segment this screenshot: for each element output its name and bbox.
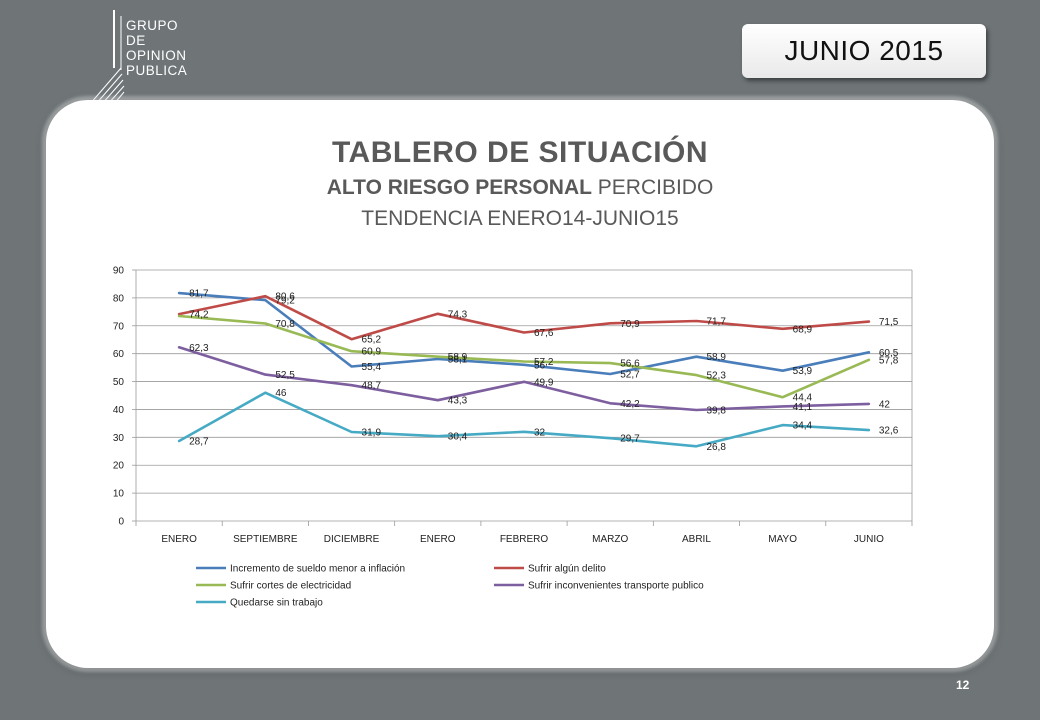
x-tick-label-8: JUNIO xyxy=(854,534,884,545)
data-label-s3-7: 44,4 xyxy=(793,393,813,404)
logo-line-4: PUBLICA xyxy=(126,63,188,78)
data-label-s3-8: 57,8 xyxy=(879,355,899,366)
data-label-s5-3: 30,4 xyxy=(448,432,468,443)
data-label-s5-5: 29,7 xyxy=(620,434,640,445)
data-label-s5-7: 34,4 xyxy=(793,421,813,432)
data-label-s5-0: 28,7 xyxy=(189,436,209,447)
data-label-s4-0: 62,3 xyxy=(189,343,209,354)
series-line-4 xyxy=(177,345,871,412)
legend-label-4: Sufrir inconvenientes transporte publico xyxy=(528,581,704,592)
data-label-s1-2: 55,4 xyxy=(362,362,382,373)
data-label-s3-6: 52,3 xyxy=(706,371,726,382)
data-label-s3-4: 57,2 xyxy=(534,357,554,368)
data-label-s5-1: 46 xyxy=(275,388,287,399)
y-tick-label-0: 0 xyxy=(118,517,124,528)
data-label-s1-4: 56 xyxy=(534,360,546,371)
logo-text: GRUPO DE OPINION PUBLICA xyxy=(126,18,187,78)
x-tick-label-6: ABRIL xyxy=(682,534,711,545)
content-card xyxy=(46,100,994,668)
series-line-3 xyxy=(177,314,871,399)
date-badge: JUNIO 2015 xyxy=(742,24,986,78)
y-tick-label-40: 40 xyxy=(113,405,125,416)
x-tick-label-7: MAYO xyxy=(768,534,797,545)
y-tick-label-20: 20 xyxy=(113,461,125,472)
data-label-s3-5: 56,6 xyxy=(620,359,640,370)
page-title: TABLERO DE SITUACIÓN xyxy=(331,136,709,169)
subtitle-bold: ALTO RIESGO PERSONAL xyxy=(326,176,592,199)
page-number: 12 xyxy=(956,678,970,692)
data-label-s1-0: 81,7 xyxy=(189,289,209,300)
data-label-s5-6: 26,8 xyxy=(706,442,726,453)
y-tick-label-70: 70 xyxy=(113,321,125,332)
x-tick-label-2: DICIEMBRE xyxy=(324,534,380,545)
data-label-s4-8: 42 xyxy=(879,399,891,410)
data-label-s4-5: 42,2 xyxy=(620,399,640,410)
data-label-s4-2: 48,7 xyxy=(362,381,382,392)
logo-line-2: DE xyxy=(126,33,146,48)
series-line-5 xyxy=(177,391,871,448)
data-label-s5-2: 31,9 xyxy=(362,428,382,439)
data-label-s1-5: 52,7 xyxy=(620,370,640,381)
logo-line-1: GRUPO xyxy=(126,18,179,33)
data-label-s4-7: 41,1 xyxy=(793,402,813,413)
title-block: TABLERO DE SITUACIÓN ALTO RIESGO PERSONA… xyxy=(0,134,1040,234)
legend-label-5: Quedarse sin trabajo xyxy=(230,598,323,609)
x-tick-label-5: MARZO xyxy=(592,534,628,545)
data-label-s2-4: 67,6 xyxy=(534,328,554,339)
legend-label-1: Incremento de sueldo menor a inflación xyxy=(230,564,405,575)
data-label-s2-2: 65,2 xyxy=(362,335,382,346)
data-label-s1-1: 79,2 xyxy=(275,296,295,307)
y-tick-label-80: 80 xyxy=(113,293,125,304)
data-label-s5-4: 32 xyxy=(534,427,546,438)
series-line-2 xyxy=(177,294,871,341)
x-tick-label-3: ENERO xyxy=(420,534,456,545)
data-label-s3-3: 58,9 xyxy=(448,352,468,363)
data-label-s1-7: 53,9 xyxy=(793,366,813,377)
data-label-s1-8: 60,5 xyxy=(879,348,899,359)
page-subtitle-2: TENDENCIA ENERO14-JUNIO15 xyxy=(361,207,679,230)
data-label-s2-8: 71,5 xyxy=(879,317,899,328)
data-label-s4-1: 52,5 xyxy=(275,370,295,381)
data-label-s1-6: 58,9 xyxy=(706,352,726,363)
data-label-s3-1: 70,8 xyxy=(275,319,295,330)
data-label-s2-6: 71,7 xyxy=(706,317,726,328)
data-label-s3-2: 60,9 xyxy=(362,347,382,358)
data-label-s1-3: 58,1 xyxy=(448,354,468,365)
logo-line-3: OPINION xyxy=(126,48,187,63)
legend-label-3: Sufrir cortes de electricidad xyxy=(230,581,351,592)
subtitle-rest: PERCIBIDO xyxy=(591,176,714,199)
y-tick-label-60: 60 xyxy=(113,349,125,360)
data-label-s2-7: 68,9 xyxy=(793,324,813,335)
data-label-s5-8: 32,6 xyxy=(879,426,899,437)
y-tick-label-90: 90 xyxy=(113,266,125,277)
x-tick-label-4: FEBRERO xyxy=(500,534,549,545)
x-tick-label-1: SEPTIEMBRE xyxy=(233,534,298,545)
y-tick-label-30: 30 xyxy=(113,433,125,444)
y-tick-label-10: 10 xyxy=(113,489,125,500)
data-label-s2-5: 70,9 xyxy=(620,319,640,330)
data-label-s2-0: 74,2 xyxy=(189,310,209,321)
data-label-s4-6: 39,8 xyxy=(706,406,726,417)
data-label-s2-1: 80,6 xyxy=(275,292,295,303)
x-tick-label-0: ENERO xyxy=(161,534,197,545)
series-line-1 xyxy=(177,291,871,376)
data-label-s4-3: 43,3 xyxy=(448,396,468,407)
y-tick-label-50: 50 xyxy=(113,377,125,388)
page-subtitle: ALTO RIESGO PERSONAL PERCIBIDO xyxy=(0,172,1040,204)
data-label-s4-4: 49,9 xyxy=(534,377,554,388)
data-label-s2-3: 74,3 xyxy=(448,309,468,320)
legend-label-2: Sufrir algún delito xyxy=(528,564,606,575)
